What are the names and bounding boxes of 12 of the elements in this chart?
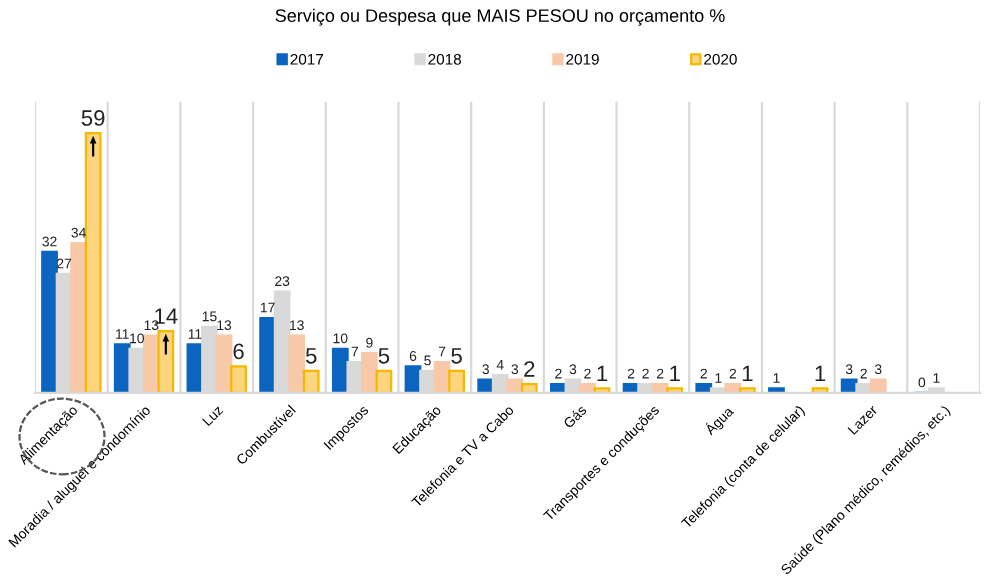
data-label: 59	[81, 110, 105, 126]
data-label: 5	[451, 348, 462, 364]
data-label: 1	[815, 365, 826, 382]
chart-title: Serviço ou Despesa que MAIS PESOU no orçamento %	[275, 8, 725, 26]
data-label: 14	[155, 308, 178, 324]
data-label: 1	[742, 365, 753, 382]
data-label: 2	[524, 361, 535, 377]
data-label: 6	[233, 343, 244, 360]
data-label: 1	[597, 365, 608, 382]
data-label: 5	[378, 348, 390, 364]
data-label: 1	[670, 365, 680, 382]
data-label: 5	[305, 348, 317, 364]
